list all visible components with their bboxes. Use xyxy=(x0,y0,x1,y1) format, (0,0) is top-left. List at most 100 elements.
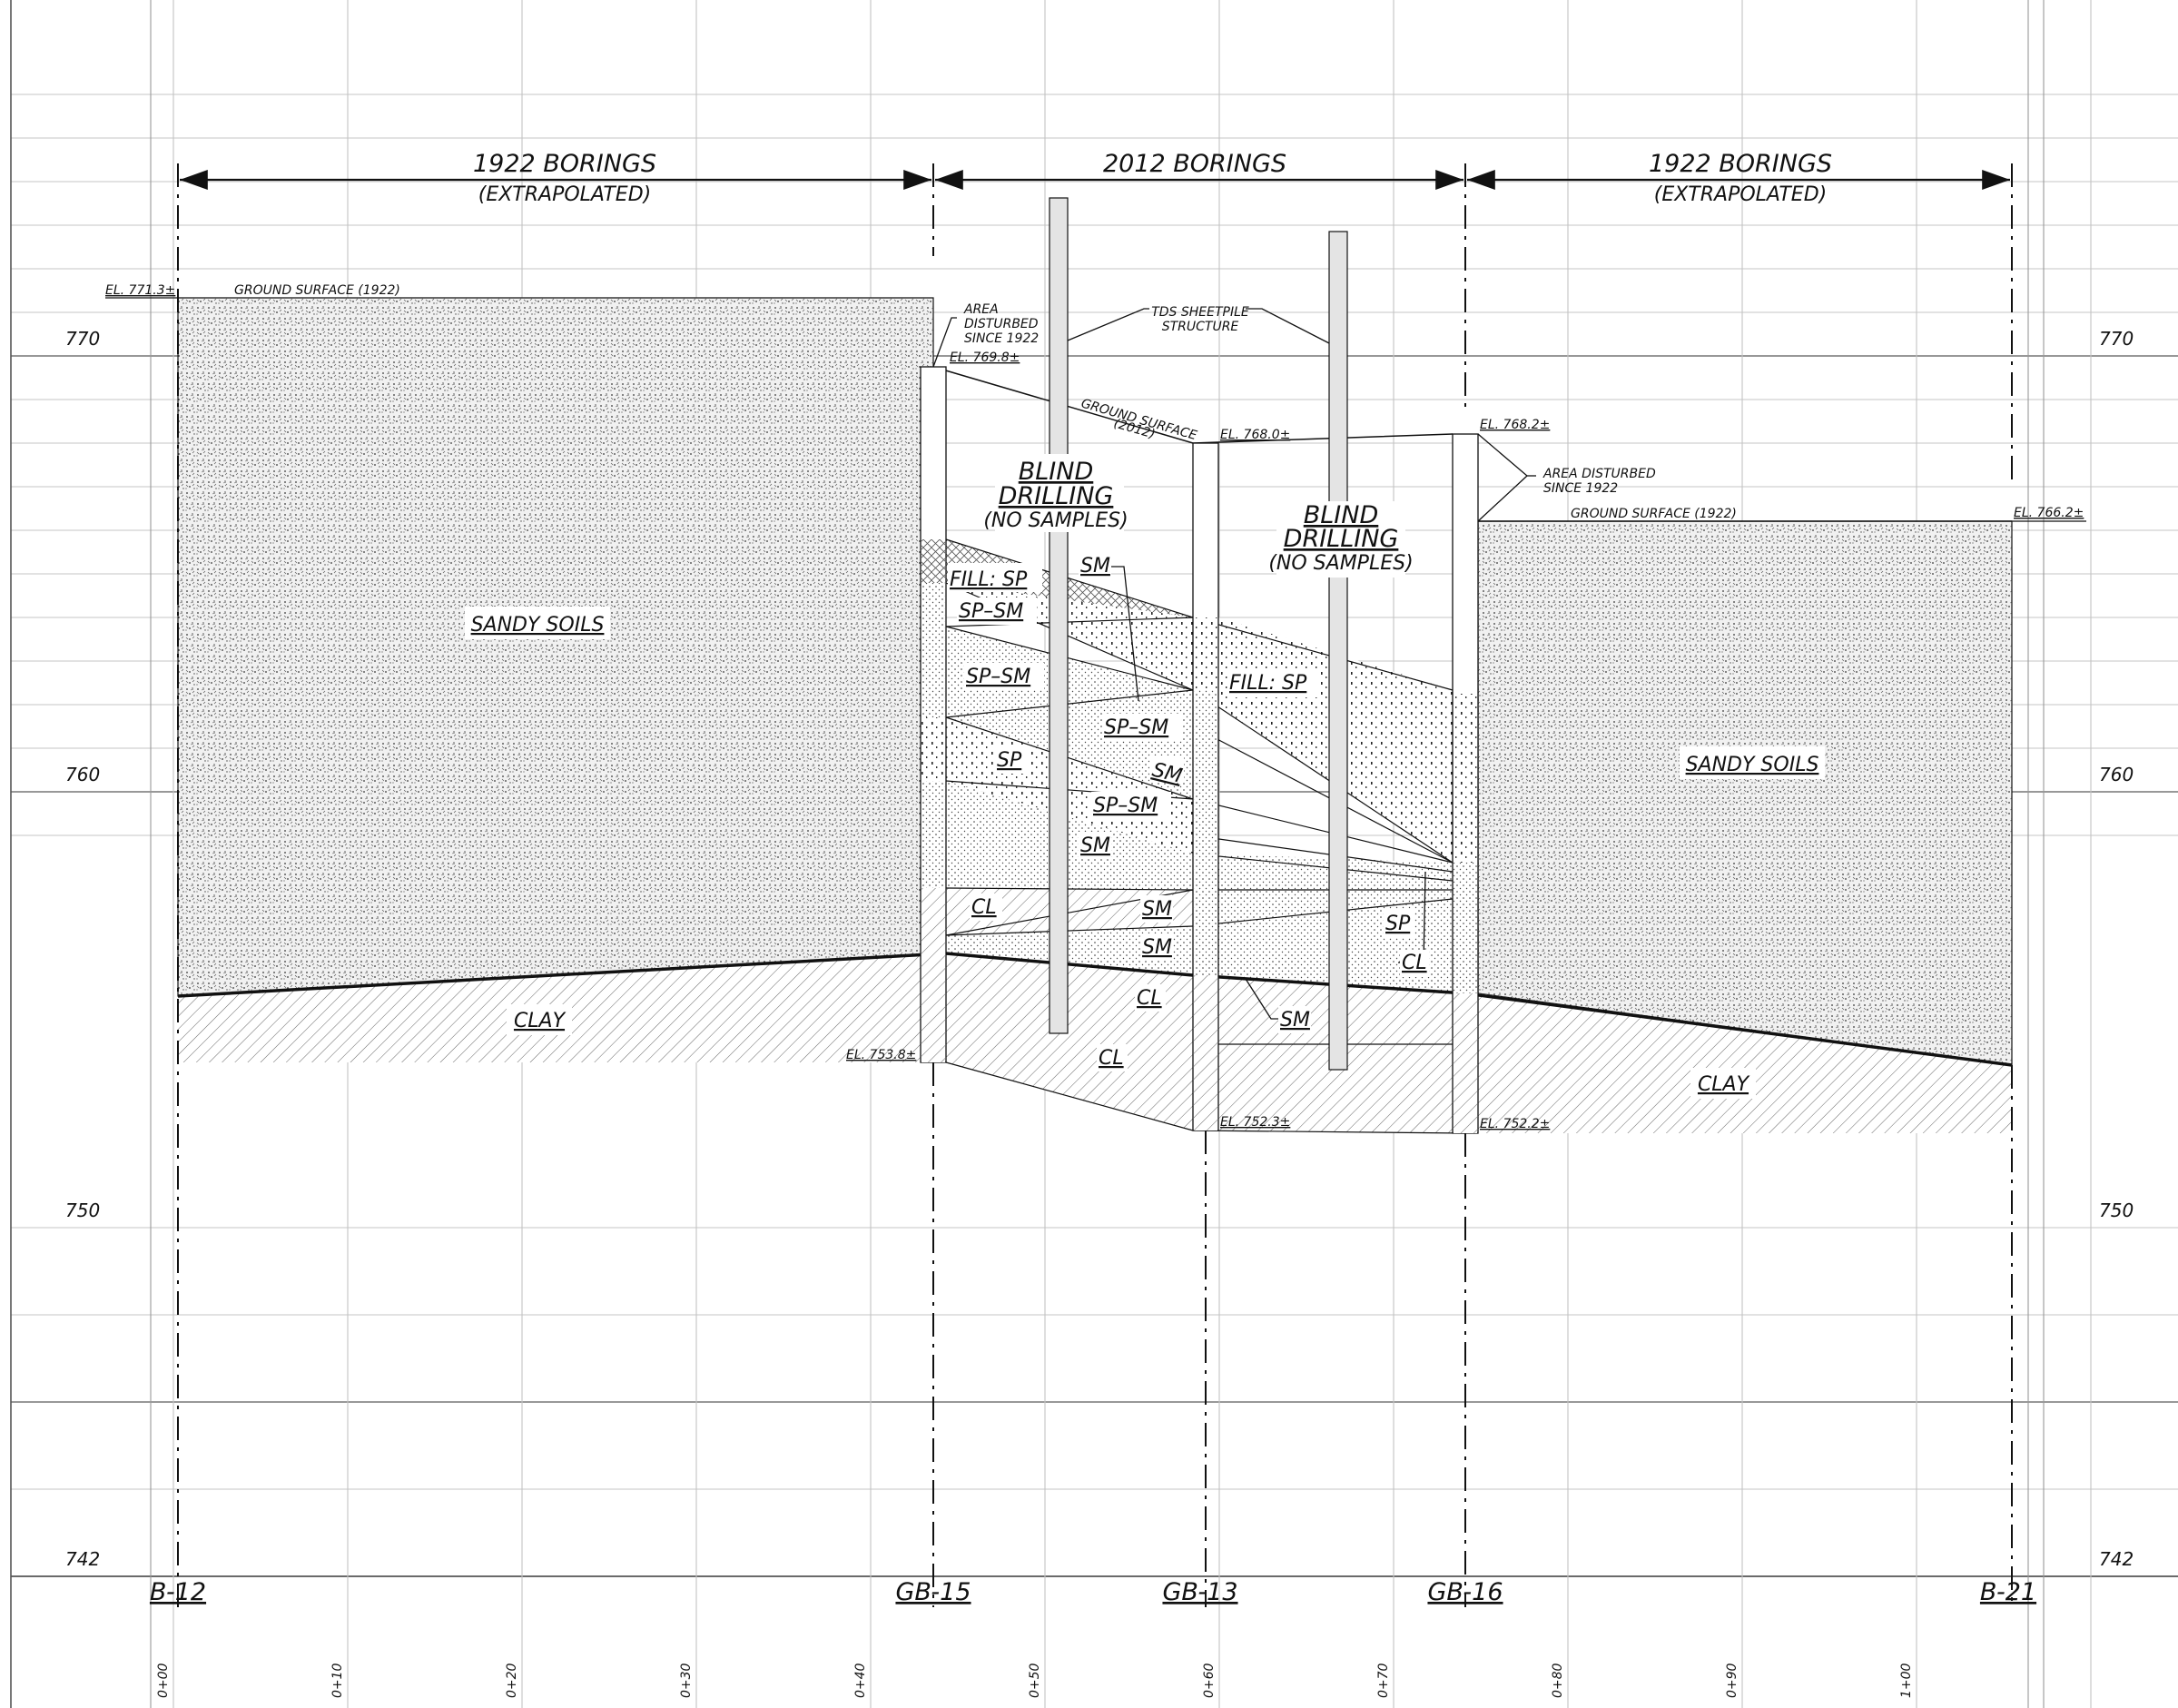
header-right-title: 1922 BORINGS xyxy=(1649,150,1832,178)
label-sp-sm-1: SP–SM xyxy=(959,600,1023,623)
gb13-clay-sample xyxy=(1194,975,1217,1130)
blind-drilling-labels: BLIND DRILLING (NO SAMPLES) BLIND DRILLI… xyxy=(983,454,1414,578)
elev-right-742: 742 xyxy=(2099,1548,2134,1570)
label-sm-6: SM xyxy=(1280,1009,1310,1032)
station-label: 0+60 xyxy=(1202,1663,1217,1698)
label-sp-sm-4: SP–SM xyxy=(1093,795,1158,817)
el-gb13-bottom: EL. 752.3± xyxy=(1220,1115,1290,1130)
station-label: 1+00 xyxy=(1899,1663,1914,1698)
no-samples-label-2: (NO SAMPLES) xyxy=(1268,552,1413,575)
label-sandy-soils-right: SANDY SOILS xyxy=(1686,754,1819,776)
note-sheetpile-1: TDS SHEETPILE xyxy=(1151,305,1249,320)
elev-right-750: 750 xyxy=(2099,1200,2134,1221)
gb15-sm-sample xyxy=(921,781,945,888)
correlation-lines xyxy=(945,538,1466,1134)
note-area-left-3: SINCE 1922 xyxy=(964,331,1039,346)
label-sp-sm-2: SP–SM xyxy=(966,666,1030,688)
blind-label-2: BLIND xyxy=(1304,501,1379,529)
elev-left-770: 770 xyxy=(65,328,100,350)
boring-gb16: GB-16 xyxy=(1427,1578,1503,1606)
note-ground-1922-left: GROUND SURFACE (1922) xyxy=(234,283,400,298)
blind-drilling-bg-1 xyxy=(995,454,1124,532)
boring-gb13: GB-13 xyxy=(1162,1578,1237,1606)
label-sandy-soils-left: SANDY SOILS xyxy=(471,614,605,637)
drilling-label-1: DRILLING xyxy=(999,482,1114,510)
station-label: 0+20 xyxy=(505,1663,519,1698)
label-cl-2: CL xyxy=(1137,987,1162,1010)
gb13-fill-sample xyxy=(1194,617,1217,690)
label-sp-sm-3: SP–SM xyxy=(1104,716,1168,739)
station-label: 0+50 xyxy=(1028,1663,1042,1698)
boring-labels: B-12 GB-15 GB-13 GB-16 B-21 xyxy=(150,1578,2036,1606)
gb15-fill-sample xyxy=(921,539,945,583)
blind-drilling-bg-2 xyxy=(1276,501,1405,578)
note-area-left-2: DISTURBED xyxy=(964,317,1039,331)
note-ground-1922-right: GROUND SURFACE (1922) xyxy=(1571,507,1737,521)
gb13-sm-sample xyxy=(1194,690,1217,975)
label-fill-sp-1: FILL: SP xyxy=(950,568,1028,591)
elev-left-742: 742 xyxy=(65,1548,100,1570)
header-mid-title: 2012 BORINGS xyxy=(1103,150,1286,178)
strata-boundaries xyxy=(177,366,2013,1134)
no-samples-label-1: (NO SAMPLES) xyxy=(983,509,1128,532)
boring-b21: B-21 xyxy=(1980,1578,2036,1606)
el-gb15-top: EL. 769.8± xyxy=(950,350,1020,365)
el-gb13-top: EL. 768.0± xyxy=(1220,428,1290,442)
label-cl-1: CL xyxy=(971,896,997,919)
gb16-sp-sample xyxy=(1454,694,1477,863)
label-sm-4: SM xyxy=(1142,898,1172,921)
label-sp-2: SP xyxy=(1385,913,1411,935)
station-label: 0+40 xyxy=(853,1663,868,1698)
strata-labels: SANDY SOILS SANDY SOILS CLAY CLAY FILL: … xyxy=(465,552,1825,1099)
gb16-sm-sample xyxy=(1454,863,1477,993)
tds-sheetpile-right xyxy=(1328,231,1348,1071)
soil-strata xyxy=(177,297,2013,1133)
el-gb16-bottom: EL. 752.2± xyxy=(1480,1117,1550,1131)
station-label: 0+70 xyxy=(1376,1663,1391,1698)
elev-right-770: 770 xyxy=(2099,328,2134,350)
boring-b12: B-12 xyxy=(150,1578,206,1606)
gb15-cl-sample xyxy=(921,888,945,1062)
elev-left-750: 750 xyxy=(65,1200,100,1221)
header-left-sub: (EXTRAPOLATED) xyxy=(478,183,651,206)
gb15-sp-sample-2 xyxy=(921,717,945,781)
elevation-axis: 770 760 750 742 770 760 750 742 xyxy=(65,328,2134,1570)
sandy-soils-left xyxy=(177,297,934,997)
label-clay-right: CLAY xyxy=(1698,1073,1750,1096)
label-sp-1: SP xyxy=(997,749,1022,772)
station-labels: 0+00 0+10 0+20 0+30 0+40 0+50 0+60 0+70 0+80 0+90… xyxy=(156,1663,1914,1698)
header-right-sub: (EXTRAPOLATED) xyxy=(1654,183,1827,206)
elev-left-760: 760 xyxy=(65,764,100,785)
station-label: 0+90 xyxy=(1725,1663,1739,1698)
boring-gb15: GB-15 xyxy=(895,1578,971,1606)
gb15-sp-sample xyxy=(921,583,945,717)
drilling-label-2: DRILLING xyxy=(1284,525,1399,553)
label-sm-3: SM xyxy=(1080,834,1110,857)
note-sheetpile-2: STRUCTURE xyxy=(1162,320,1239,334)
tds-sheetpile-left xyxy=(1049,197,1069,1034)
label-clay-left: CLAY xyxy=(514,1010,567,1032)
clay-right xyxy=(1465,993,2012,1133)
gb16-clay-sample xyxy=(1454,993,1477,1133)
label-sm-5: SM xyxy=(1142,936,1172,959)
note-area-left-1: AREA xyxy=(963,302,999,317)
label-fill-sp-2: FILL: SP xyxy=(1229,672,1307,695)
label-sm-1: SM xyxy=(1080,555,1110,578)
stratum-sp-wedge xyxy=(946,583,1453,863)
el-gb15-bottom: EL. 753.8± xyxy=(846,1048,916,1062)
elevation-callouts: EL. 771.3± EL. 769.8± EL. 768.0± EL. 768… xyxy=(105,283,2084,1131)
station-label: 0+80 xyxy=(1551,1663,1565,1698)
note-area-right-2: SINCE 1922 xyxy=(1543,481,1618,496)
boring-columns xyxy=(920,366,1479,1134)
el-gb16-top: EL. 768.2± xyxy=(1480,418,1550,432)
section-headers: 1922 BORINGS (EXTRAPOLATED) 2012 BORINGS… xyxy=(473,150,1832,206)
label-cl-4: CL xyxy=(1402,952,1427,974)
header-left-title: 1922 BORINGS xyxy=(473,150,656,178)
el-b12-top: EL. 771.3± xyxy=(105,283,175,298)
station-label: 0+00 xyxy=(156,1663,171,1698)
station-label: 0+30 xyxy=(679,1663,694,1698)
el-b21-top: EL. 766.2± xyxy=(2014,506,2084,520)
station-label: 0+10 xyxy=(330,1663,345,1698)
blind-label-1: BLIND xyxy=(1019,458,1094,486)
